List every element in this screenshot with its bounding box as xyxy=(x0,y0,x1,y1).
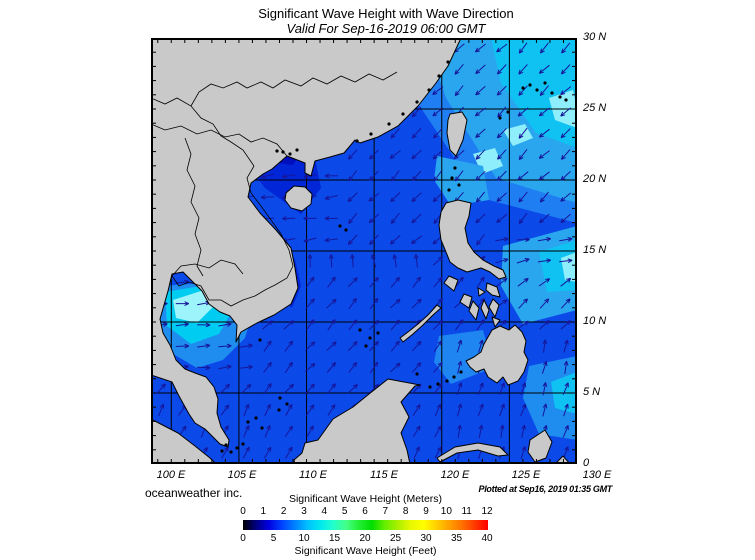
map-canvas xyxy=(150,37,577,465)
y-axis-label: 5 N xyxy=(583,386,601,398)
valid-time-subtitle: Valid For Sep-16-2019 06:00 GMT xyxy=(286,21,486,36)
country-borders xyxy=(150,71,398,307)
x-axis-label: 125 E xyxy=(511,469,541,481)
legend-meters-tick: 2 xyxy=(280,506,287,517)
source-credit: oceanweather inc. xyxy=(145,486,243,500)
y-axis-label: 20 N xyxy=(583,173,607,185)
legend-meters-tick: 8 xyxy=(402,506,409,517)
legend-feet-tick: 40 xyxy=(481,533,493,544)
page-title: Significant Wave Height with Wave Direct… xyxy=(258,6,514,21)
legend-feet-tick: 5 xyxy=(270,533,277,544)
y-axis-label: 30 N xyxy=(583,31,607,43)
legend-meters-tick: 3 xyxy=(301,506,307,517)
legend-colorbar xyxy=(243,520,488,530)
legend-feet-tick: 35 xyxy=(450,533,463,544)
map-border xyxy=(151,38,577,464)
x-axis-label: 105 E xyxy=(227,469,257,481)
legend-feet-tick: 25 xyxy=(389,533,402,544)
y-axis-label: 0 xyxy=(583,457,590,469)
legend-feet-tick: 20 xyxy=(359,533,371,544)
legend-title-feet: Significant Wave Height (Feet) xyxy=(294,545,437,557)
legend-feet-tick: 0 xyxy=(240,533,246,544)
legend-meters-tick: 4 xyxy=(321,506,328,517)
legend-meters-tick: 12 xyxy=(481,506,493,517)
x-axis-label: 100 E xyxy=(156,469,186,481)
plotted-timestamp: Plotted at Sep16, 2019 01:35 GMT xyxy=(478,484,613,494)
y-axis-label: 15 N xyxy=(583,244,607,256)
legend-feet-tick: 15 xyxy=(328,533,341,544)
legend-meters-tick: 7 xyxy=(382,506,389,517)
x-axis-label: 115 E xyxy=(370,469,398,481)
legend-meters-tick: 1 xyxy=(260,506,267,517)
x-axis-label: 120 E xyxy=(440,469,470,481)
x-axis-label: 110 E xyxy=(299,469,327,481)
legend-meters-tick: 6 xyxy=(362,506,368,517)
legend-meters-tick: 0 xyxy=(240,506,246,517)
legend-feet-tick: 10 xyxy=(298,533,310,544)
legend-meters-tick: 5 xyxy=(341,506,348,517)
legend-meters-tick: 10 xyxy=(440,506,452,517)
legend-meters-tick: 9 xyxy=(423,506,429,517)
y-axis-label: 10 N xyxy=(583,315,607,327)
legend-feet-tick: 30 xyxy=(420,533,432,544)
y-axis-label: 25 N xyxy=(583,102,607,114)
x-axis-label: 130 E xyxy=(582,469,612,481)
wave-map-svg xyxy=(150,37,577,465)
legend-title-meters: Significant Wave Height (Meters) xyxy=(288,493,443,505)
legend-meters-tick: 11 xyxy=(461,506,472,517)
